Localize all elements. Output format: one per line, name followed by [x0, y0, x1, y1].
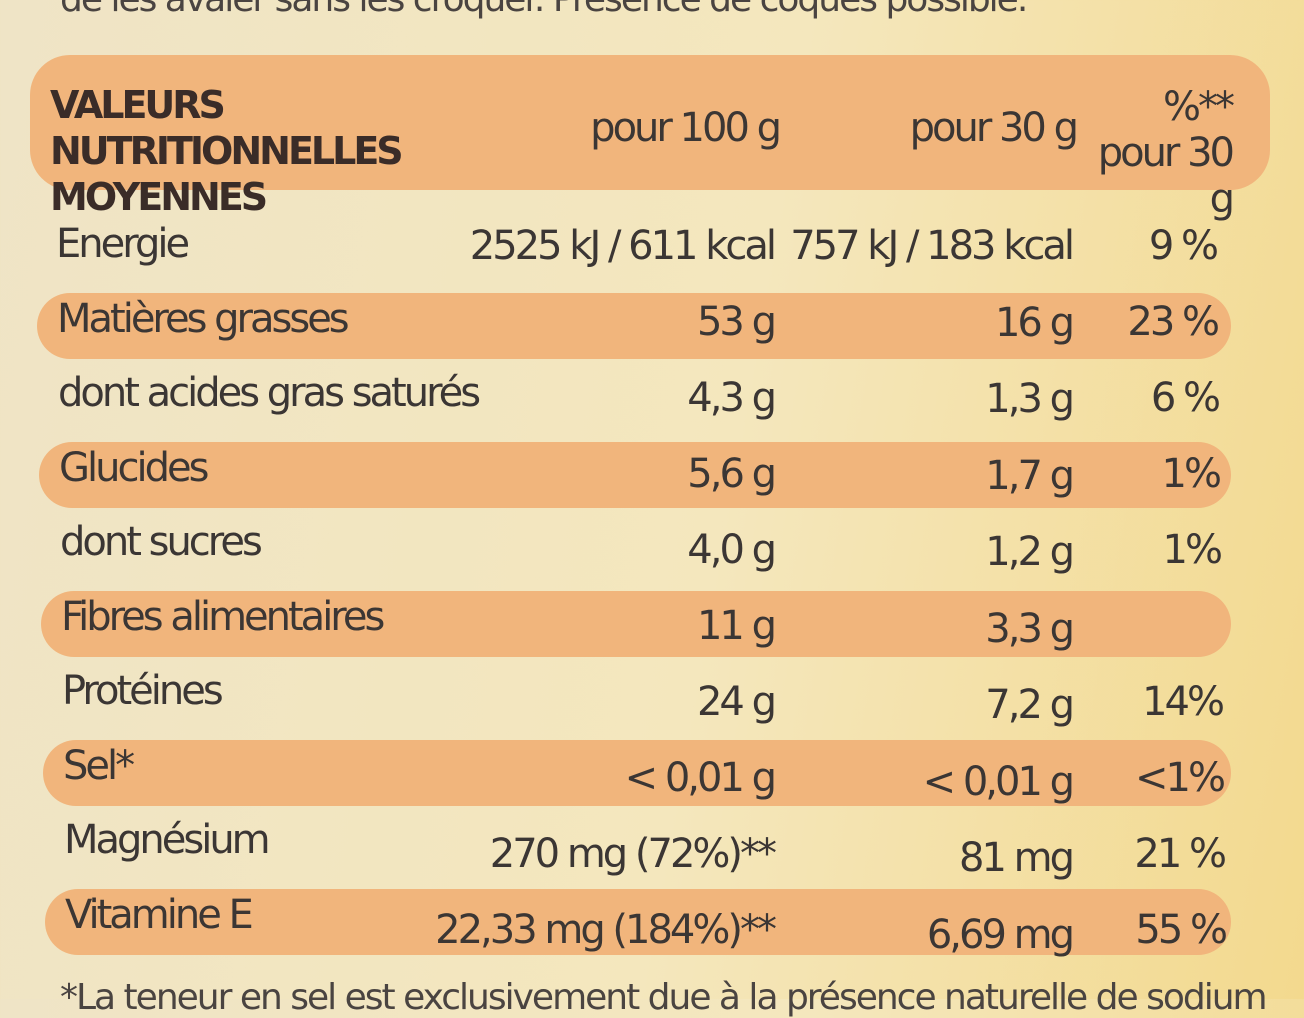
row-per-30g: 3,3 g	[985, 605, 1075, 652]
row-per-100g: 4,3 g	[687, 375, 777, 421]
row-percent: 1%	[1161, 451, 1222, 497]
row-per-100g: 22,33 mg (184%)**	[435, 907, 777, 953]
row-per-30g: 757 kJ / 183 kcal	[790, 223, 1075, 269]
row-per-30g: 16 g	[994, 299, 1075, 346]
row-percent: 21 %	[1134, 831, 1227, 877]
row-band	[45, 888, 1231, 955]
row-per-100g: < 0,01 g	[624, 755, 777, 801]
row-per-30g: < 0,01 g	[922, 758, 1075, 805]
top-text: de les avaler sans les croquer. Présence…	[60, 0, 1028, 18]
row-per-30g: 81 mg	[959, 835, 1075, 881]
row-label: Fibres alimentaires	[61, 593, 385, 640]
row-per-100g: 24 g	[696, 679, 777, 725]
row-band	[41, 590, 1231, 657]
row-percent: <1%	[1135, 755, 1226, 801]
row-band	[39, 441, 1231, 508]
row-percent: 9 %	[1148, 223, 1219, 269]
row-per-100g: 270 mg (72%)**	[489, 831, 777, 877]
row-label: dont acides gras saturés	[58, 370, 481, 416]
row-band	[37, 292, 1231, 359]
row-label: Protéines	[62, 668, 224, 714]
row-band	[43, 739, 1231, 806]
row-label: Vitamine E	[65, 891, 254, 938]
footnote: *La teneur en sel est exclusivement due …	[60, 977, 1268, 1018]
row-label: Magnésium	[64, 817, 271, 863]
row-per-100g: 53 g	[696, 299, 777, 345]
row-label: dont sucres	[60, 519, 263, 565]
row-per-100g: 4,0 g	[687, 527, 777, 573]
row-per-30g: 1,2 g	[985, 529, 1075, 575]
row-per-100g: 2525 kJ / 611 kcal	[469, 223, 777, 269]
row-per-100g: 11 g	[696, 603, 777, 649]
row-label: Energie	[56, 221, 190, 267]
row-per-30g: 1,7 g	[985, 452, 1075, 499]
row-percent: 55 %	[1135, 907, 1228, 953]
row-per-30g: 1,3 g	[985, 376, 1075, 422]
header-band	[30, 55, 1270, 190]
row-per-100g: 5,6 g	[687, 451, 777, 497]
row-percent: 1%	[1162, 527, 1223, 573]
row-per-30g: 6,69 mg	[926, 911, 1075, 958]
header-col: pour 100 g	[590, 105, 782, 151]
header-col: %** pour 30 g	[1097, 84, 1235, 222]
row-label: Glucides	[59, 444, 209, 491]
row-label: Sel*	[63, 742, 135, 789]
row-percent: 6 %	[1150, 375, 1221, 421]
header-col: pour 30 g	[909, 105, 1079, 151]
row-per-30g: 7,2 g	[985, 682, 1075, 728]
header-title: VALEURS NUTRITIONNELLES MOYENNES	[50, 83, 404, 219]
row-label: Matières grasses	[57, 295, 350, 342]
row-percent: 23 %	[1127, 299, 1220, 345]
row-percent: 14%	[1142, 679, 1225, 725]
